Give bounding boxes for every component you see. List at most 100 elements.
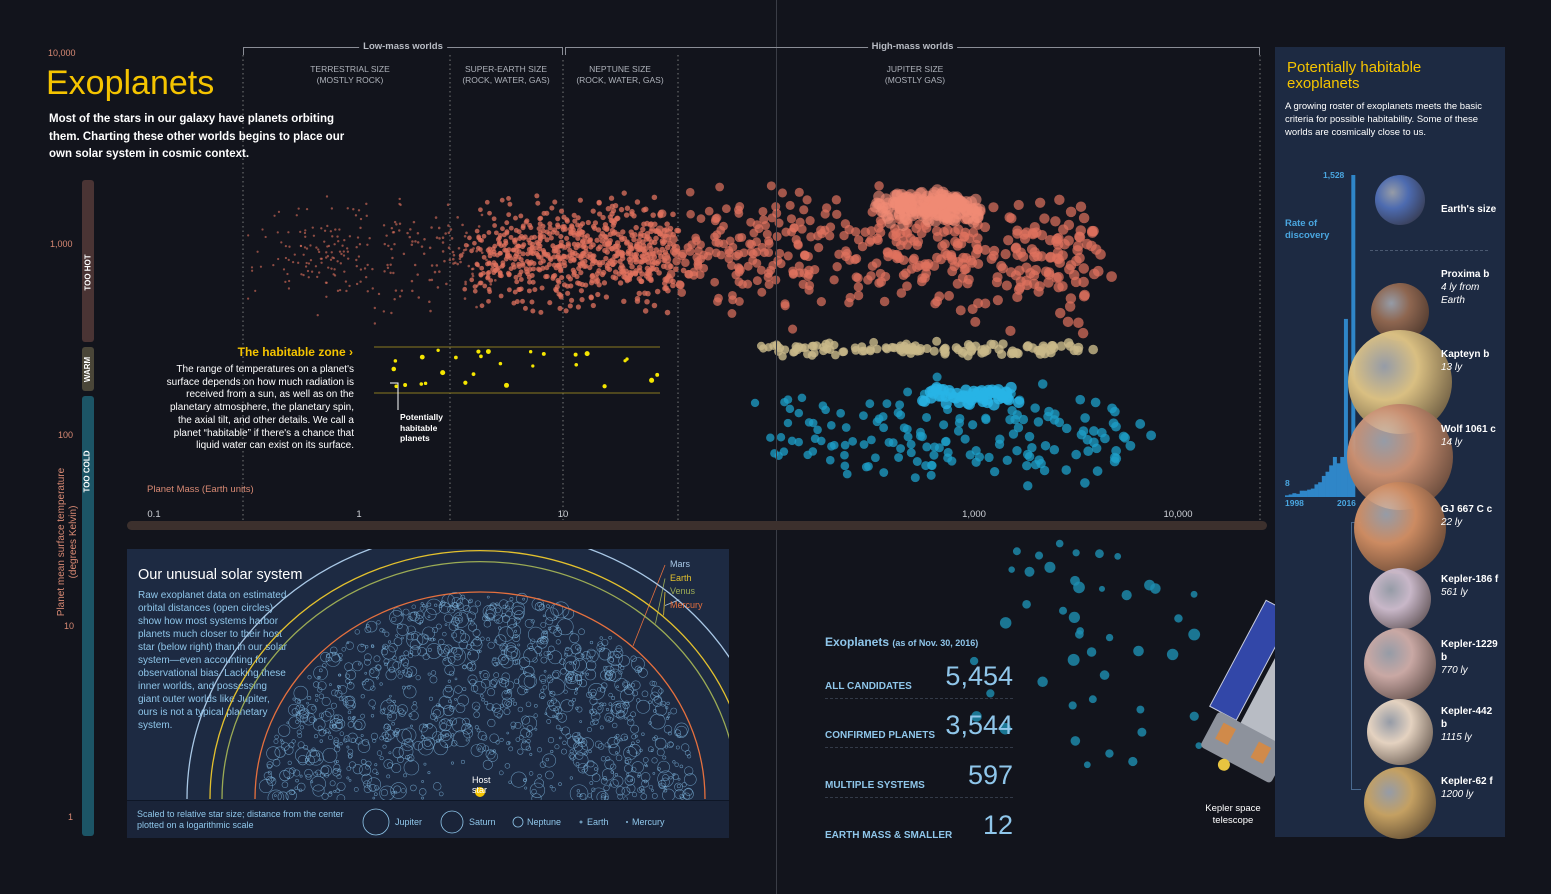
exoplanet-point bbox=[451, 257, 455, 261]
orbit-data-circle bbox=[527, 626, 544, 643]
exoplanet-point bbox=[629, 208, 635, 215]
exoplanet-point bbox=[596, 260, 603, 266]
orbit-data-circle bbox=[320, 764, 332, 777]
orbit-data-circle bbox=[574, 742, 588, 756]
exoplanet-point bbox=[585, 219, 591, 226]
exoplanet-point bbox=[1086, 647, 1097, 657]
exoplanet-point bbox=[556, 262, 562, 268]
stat-row: ALL CANDIDATES 5,454 bbox=[825, 649, 1013, 699]
habitable-zone-text: The range of temperatures on a planet's … bbox=[166, 364, 354, 452]
orbit-data-circle bbox=[418, 622, 422, 625]
orbit-data-circle bbox=[592, 718, 599, 725]
orbit-data-circle bbox=[569, 776, 573, 780]
orbit-data-circle bbox=[432, 638, 436, 641]
exoplanet-point bbox=[536, 226, 542, 232]
exoplanet-point bbox=[748, 255, 758, 265]
orbit-data-circle bbox=[686, 754, 692, 759]
orbit-data-circle bbox=[345, 641, 354, 650]
orbit-data-circle bbox=[650, 691, 660, 701]
exoplanet-point bbox=[766, 433, 775, 442]
exoplanet-point bbox=[967, 216, 980, 229]
orbit-data-circle bbox=[499, 642, 509, 652]
orbit-data-circle bbox=[406, 666, 418, 677]
exoplanet-point bbox=[575, 215, 581, 221]
exoplanet-point bbox=[627, 269, 633, 276]
exoplanet-point bbox=[346, 250, 350, 253]
orbit-data-circle bbox=[530, 619, 535, 624]
exoplanet-point bbox=[1022, 449, 1033, 460]
orbit-data-circle bbox=[427, 771, 431, 775]
category-super-earth: SUPER-EARTH SIZE (ROCK, WATER, GAS) bbox=[462, 64, 550, 85]
orbit-data-circle bbox=[613, 648, 624, 658]
orbit-data-circle bbox=[586, 672, 589, 676]
exoplanet-point bbox=[631, 256, 638, 263]
orbit-data-circle bbox=[485, 603, 503, 621]
orbit-data-circle bbox=[406, 754, 415, 762]
exoplanet-point bbox=[734, 264, 744, 274]
orbit-data-circle bbox=[402, 608, 410, 616]
orbit-data-circle bbox=[424, 608, 437, 621]
orbit-data-circle bbox=[330, 702, 337, 709]
orbit-data-circle bbox=[474, 600, 481, 607]
exoplanet-point bbox=[448, 258, 452, 262]
orbit-data-circle bbox=[513, 701, 517, 706]
orbit-data-circle bbox=[362, 678, 375, 691]
exoplanet-point bbox=[524, 269, 530, 275]
planet-label: Kapteyn b 13 ly bbox=[1441, 349, 1490, 373]
exoplanet-point bbox=[883, 248, 893, 258]
exoplanet-point bbox=[446, 203, 450, 206]
exoplanet-point bbox=[728, 242, 738, 252]
exoplanet-point bbox=[365, 214, 368, 218]
orbit-data-circle bbox=[313, 771, 319, 777]
orbit-data-circle bbox=[413, 611, 418, 616]
too-cold-label: TOO COLD bbox=[82, 450, 92, 493]
orbit-data-circle bbox=[447, 647, 466, 666]
exoplanet-point bbox=[1144, 579, 1155, 591]
exoplanet-point bbox=[634, 199, 641, 205]
exoplanet-point bbox=[461, 223, 464, 227]
exoplanet-point bbox=[898, 195, 910, 208]
exoplanet-point bbox=[541, 234, 547, 240]
orbit-data-circle bbox=[410, 784, 417, 792]
orbit-data-circle bbox=[610, 778, 619, 788]
orbit-data-circle bbox=[575, 687, 579, 691]
exoplanet-point bbox=[515, 243, 521, 249]
exoplanet-point bbox=[1076, 627, 1084, 635]
habitable-point bbox=[649, 377, 655, 383]
exoplanet-point bbox=[513, 215, 518, 221]
orbit-data-circle bbox=[397, 704, 408, 715]
orbit-data-circle bbox=[388, 643, 398, 653]
orbit-data-circle bbox=[454, 698, 457, 701]
exoplanet-point bbox=[970, 316, 981, 327]
orbit-data-circle bbox=[504, 700, 510, 706]
exoplanet-point bbox=[337, 240, 340, 243]
orbit-data-circle bbox=[546, 604, 550, 609]
discovery-bar bbox=[1314, 484, 1319, 497]
orbit-data-circle bbox=[547, 699, 555, 707]
exoplanet-point bbox=[1027, 343, 1038, 353]
orbit-data-circle bbox=[394, 790, 398, 794]
exoplanet-point bbox=[940, 348, 950, 358]
exoplanet-point bbox=[986, 689, 995, 698]
exoplanet-point bbox=[385, 234, 388, 237]
orbit-data-circle bbox=[554, 744, 560, 750]
exoplanet-point bbox=[1098, 585, 1106, 592]
orbit-data-circle bbox=[329, 780, 336, 787]
exoplanet-point bbox=[895, 400, 905, 410]
exoplanet-point bbox=[457, 246, 461, 250]
exoplanet-point bbox=[814, 243, 824, 253]
orbit-data-circle bbox=[467, 649, 480, 662]
exoplanet-point bbox=[492, 223, 498, 228]
exoplanet-point bbox=[775, 248, 785, 258]
exoplanet-point bbox=[259, 265, 263, 268]
orbit-data-circle bbox=[438, 602, 451, 614]
exoplanet-point bbox=[511, 237, 517, 243]
orbit-data-circle bbox=[410, 724, 413, 728]
orbit-data-circle bbox=[465, 738, 469, 742]
exoplanet-point bbox=[661, 252, 671, 261]
orbit-data-circle bbox=[610, 700, 628, 718]
orbit-data-circle bbox=[400, 613, 404, 617]
exoplanet-point bbox=[1010, 270, 1022, 281]
exoplanet-point bbox=[929, 450, 939, 460]
orbit-data-circle bbox=[590, 691, 596, 697]
